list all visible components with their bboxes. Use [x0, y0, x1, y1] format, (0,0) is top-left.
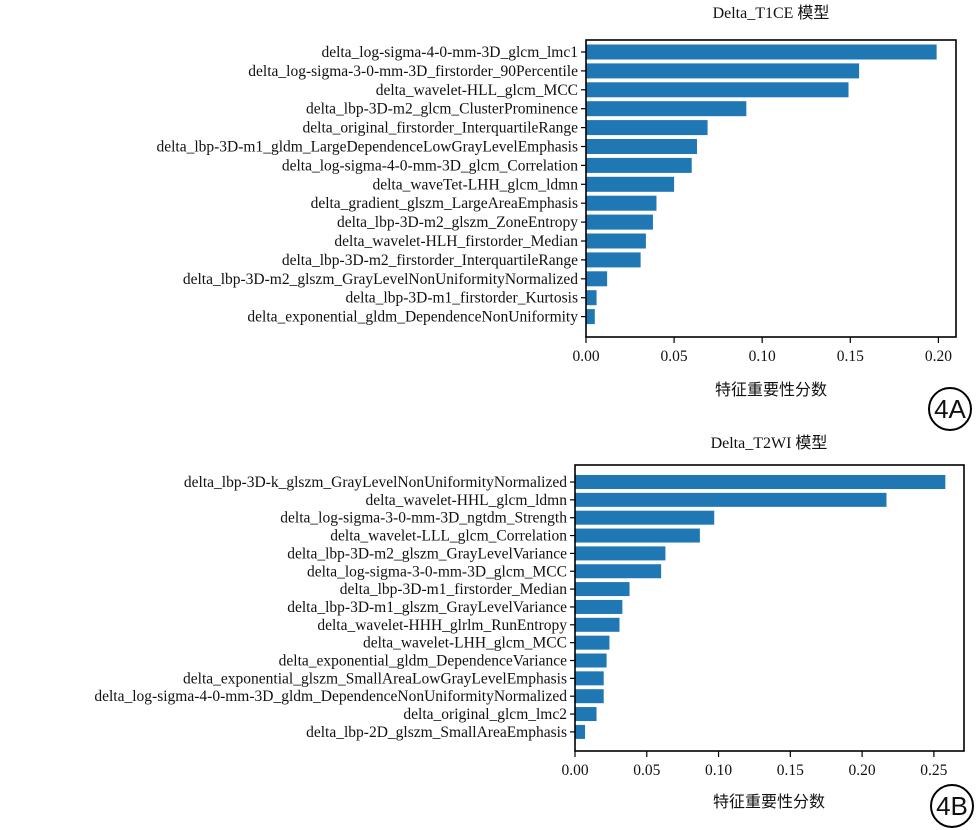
x-axis-label: 特征重要性分数 — [715, 380, 827, 399]
panel-badge-label: 4A — [934, 394, 966, 424]
bar — [575, 635, 610, 650]
y-tick-label: delta_log-sigma-4-0-mm-3D_gldm_Dependenc… — [94, 688, 567, 705]
x-tick-label: 0.00 — [572, 348, 599, 365]
bar — [575, 564, 662, 579]
x-tick-label: 0.10 — [705, 762, 732, 779]
y-tick-label: delta_exponential_glszm_SmallAreaLowGray… — [183, 670, 567, 687]
bar — [575, 724, 586, 739]
x-tick-label: 0.10 — [749, 348, 776, 365]
y-tick-label: delta_wavelet-HLL_glcm_MCC — [376, 82, 578, 99]
x-tick-label: 0.00 — [561, 762, 588, 779]
chart-title: Delta_T2WI 模型 — [711, 434, 828, 452]
y-tick-label: delta_waveTet-LHH_glcm_ldmn — [372, 176, 578, 193]
bar — [586, 63, 860, 79]
y-tick-label: delta_original_glcm_lmc2 — [403, 706, 567, 723]
bar — [586, 157, 692, 173]
y-tick-label: delta_wavelet-HHH_glrlm_RunEntropy — [317, 617, 567, 634]
y-tick-label: delta_wavelet-HHL_glcm_ldmn — [366, 492, 568, 509]
y-tick-label: delta_lbp-2D_glszm_SmallAreaEmphasis — [306, 724, 567, 741]
y-tick-label: delta_lbp-3D-m2_glszm_GrayLevelVariance — [287, 545, 567, 562]
bar — [586, 290, 597, 306]
x-tick-label: 0.15 — [837, 348, 864, 365]
bar — [575, 492, 887, 507]
y-tick-label: delta_wavelet-HLH_firstorder_Median — [334, 233, 578, 250]
chart-title: Delta_T1CE 模型 — [713, 4, 830, 22]
x-tick-label: 0.20 — [925, 348, 952, 365]
bar — [586, 252, 641, 268]
y-tick-label: delta_lbp-3D-m2_glcm_ClusterProminence — [306, 101, 578, 118]
bar — [586, 139, 697, 154]
y-tick-label: delta_log-sigma-3-0-mm-3D_glcm_MCC — [307, 563, 567, 580]
bar — [575, 599, 623, 614]
y-tick-label: delta_exponential_gldm_DependenceNonUnif… — [247, 309, 578, 326]
y-tick-label: delta_lbp-3D-m1_glszm_GrayLevelVariance — [287, 599, 567, 616]
y-tick-label: delta_lbp-3D-k_glszm_GrayLevelNonUniform… — [184, 474, 567, 491]
y-tick-label: delta_lbp-3D-m1_firstorder_Median — [340, 581, 568, 598]
bar — [586, 82, 849, 98]
y-tick-label: delta_lbp-3D-m2_glszm_ZoneEntropy — [337, 214, 578, 231]
bar — [586, 195, 657, 211]
bar — [575, 582, 630, 597]
x-tick-label: 0.25 — [920, 762, 947, 779]
panel-badge: 4A — [928, 387, 972, 431]
bar — [575, 546, 666, 561]
bar — [586, 233, 646, 249]
axes-frame — [585, 39, 957, 338]
bar — [586, 309, 595, 325]
y-tick-label: delta_wavelet-LLL_glcm_Correlation — [330, 528, 567, 545]
x-tick-label: 0.05 — [633, 762, 660, 779]
y-tick-label: delta_log-sigma-3-0-mm-3D_ngtdm_Strength — [280, 510, 567, 527]
bar — [575, 671, 604, 686]
bar — [586, 271, 608, 287]
panel-4b: Delta_T2WI 模型 特征重要性分数 4B delta_lbp-3D-k_… — [94, 434, 974, 828]
bar — [575, 707, 597, 722]
bar — [575, 475, 946, 489]
y-tick-label: delta_gradient_glszm_LargeAreaEmphasis — [311, 195, 578, 212]
panel-4a: Delta_T1CE 模型 特征重要性分数 4A delta_log-sigma… — [156, 4, 972, 431]
y-tick-label: delta_exponential_gldm_DependenceVarianc… — [279, 653, 567, 670]
y-tick-label: delta_original_firstorder_InterquartileR… — [303, 120, 579, 137]
x-tick-label: 0.05 — [661, 348, 688, 365]
bar — [586, 176, 675, 192]
bar — [586, 120, 708, 136]
x-axis-label: 特征重要性分数 — [713, 792, 825, 811]
bar — [575, 510, 715, 525]
bar — [586, 214, 653, 230]
bar — [575, 689, 604, 704]
y-tick-label: delta_lbp-3D-m1_firstorder_Kurtosis — [346, 290, 578, 307]
y-tick-label: delta_wavelet-LHH_glcm_MCC — [363, 635, 567, 652]
y-tick-label: delta_log-sigma-3-0-mm-3D_firstorder_90P… — [248, 63, 578, 80]
panel-badge: 4B — [930, 784, 974, 828]
bar — [575, 617, 620, 632]
panel-badge-label: 4B — [936, 791, 968, 821]
y-tick-label: delta_lbp-3D-m2_firstorder_Interquartile… — [282, 252, 578, 269]
x-tick-label: 0.20 — [849, 762, 876, 779]
y-tick-label: delta_lbp-3D-m2_glszm_GrayLevelNonUnifor… — [183, 271, 578, 288]
bar — [575, 528, 700, 543]
y-tick-label: delta_lbp-3D-m1_gldm_LargeDependenceLowG… — [156, 139, 578, 156]
x-tick-label: 0.15 — [777, 762, 804, 779]
y-tick-label: delta_log-sigma-4-0-mm-3D_glcm_Correlati… — [282, 157, 578, 174]
bar — [575, 653, 607, 668]
bar — [586, 44, 937, 60]
axes-frame — [574, 464, 965, 752]
y-tick-label: delta_log-sigma-4-0-mm-3D_glcm_lmc1 — [321, 44, 578, 61]
bar — [586, 101, 747, 117]
